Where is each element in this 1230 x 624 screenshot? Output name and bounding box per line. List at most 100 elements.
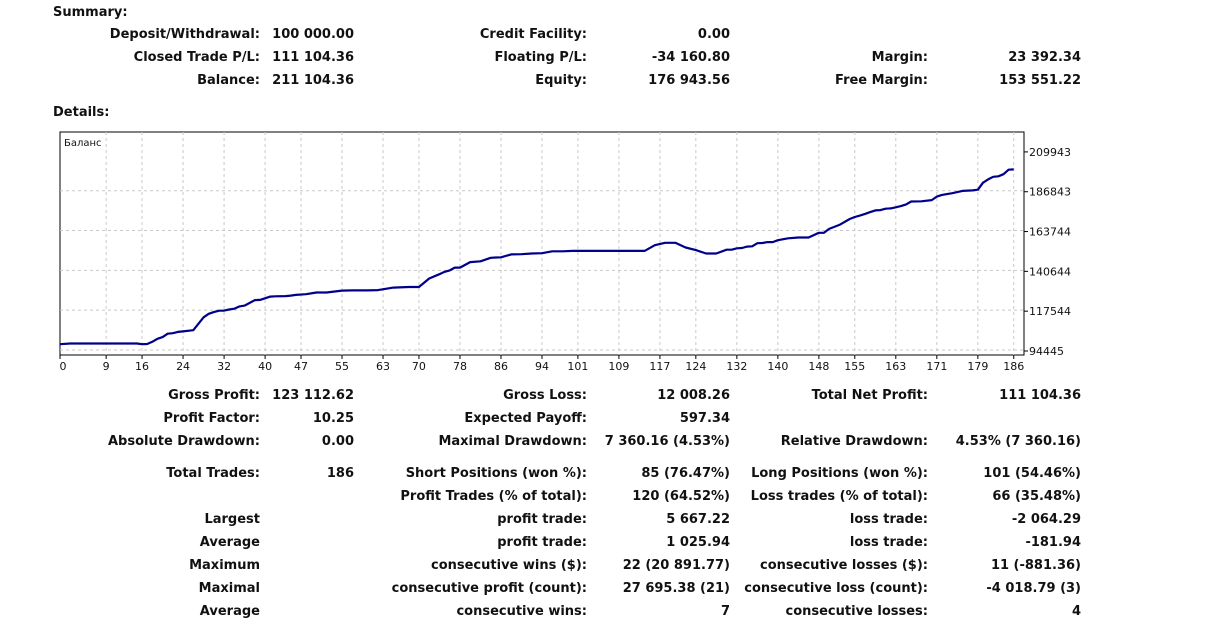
- average-profit-value: 1 025.94: [666, 535, 730, 550]
- profit-trades-value: 120 (64.52%): [632, 489, 730, 504]
- equity-value: 176 943.56: [648, 73, 730, 88]
- x-tick-label: 40: [258, 360, 272, 373]
- deposit-label: Deposit/Withdrawal:: [109, 27, 260, 42]
- x-tick-label: 132: [726, 360, 747, 373]
- avg-consec-wins-value: 7: [720, 604, 730, 619]
- maximal-consec-loss-value: -4 018.79 (3): [986, 581, 1081, 596]
- x-tick-label: 117: [649, 360, 670, 373]
- y-tick-label: 117544: [1029, 305, 1071, 318]
- x-tick-label: 32: [217, 360, 231, 373]
- x-tick-label: 0: [60, 360, 67, 373]
- average-loss-label: loss trade:: [849, 535, 928, 550]
- y-tick-label: 209943: [1029, 146, 1071, 159]
- balance-chart: Баланс 0 9 16 24 32 40 47 55 63 70 78 86 94 101 109 117…: [59, 131, 1071, 373]
- x-tick-label: 155: [844, 360, 865, 373]
- short-positions-value: 85 (76.47%): [641, 466, 730, 481]
- average-profit-label: profit trade:: [497, 535, 587, 550]
- balance-label: Balance:: [197, 73, 260, 88]
- relative-drawdown-value: 4.53% (7 360.16): [955, 434, 1081, 449]
- x-tick-label: 78: [453, 360, 467, 373]
- maximal-drawdown-label: Maximal Drawdown:: [438, 434, 587, 449]
- floating-pl-value: -34 160.80: [651, 50, 730, 65]
- expected-payoff-value: 597.34: [679, 411, 730, 426]
- maximal-label: Maximal: [198, 581, 260, 596]
- max-consec-wins-label: consecutive wins ($):: [430, 558, 587, 573]
- total-trades-value: 186: [326, 466, 354, 481]
- expected-payoff-label: Expected Payoff:: [464, 411, 587, 426]
- margin-label: Margin:: [871, 50, 928, 65]
- avg-consec-losses-label: consecutive losses:: [785, 604, 928, 619]
- credit-value: 0.00: [697, 27, 730, 42]
- margin-value: 23 392.34: [1008, 50, 1081, 65]
- y-axis-ticks: 209943 186843 163744 140644 117544 94445: [1024, 146, 1071, 358]
- chart-grid: [60, 132, 1024, 355]
- largest-profit-label: profit trade:: [497, 512, 587, 527]
- closed-pl-label: Closed Trade P/L:: [133, 50, 260, 65]
- details-title: Details:: [53, 105, 110, 120]
- long-positions-value: 101 (54.46%): [983, 466, 1081, 481]
- average-loss-value: -181.94: [1025, 535, 1081, 550]
- maximal-consec-profit-value: 27 695.38 (21): [622, 581, 730, 596]
- floating-pl-label: Floating P/L:: [494, 50, 587, 65]
- x-tick-label: 101: [567, 360, 588, 373]
- closed-pl-value: 111 104.36: [272, 50, 354, 65]
- x-tick-label: 70: [412, 360, 426, 373]
- long-positions-label: Long Positions (won %):: [751, 466, 928, 481]
- max-consec-losses-value: 11 (-881.36): [990, 558, 1081, 573]
- chart-title: Баланс: [64, 138, 102, 149]
- profit-factor-label: Profit Factor:: [163, 411, 260, 426]
- gross-profit-label: Gross Profit:: [168, 388, 260, 403]
- gross-profit-value: 123 112.62: [272, 388, 354, 403]
- x-tick-label: 9: [103, 360, 110, 373]
- x-tick-label: 55: [335, 360, 349, 373]
- total-net-profit-label: Total Net Profit:: [811, 388, 928, 403]
- maximal-drawdown-value: 7 360.16 (4.53%): [604, 434, 730, 449]
- maximum-label: Maximum: [189, 558, 260, 573]
- absolute-drawdown-value: 0.00: [321, 434, 354, 449]
- x-tick-label: 171: [926, 360, 947, 373]
- average-label: Average: [199, 535, 260, 550]
- x-tick-label: 16: [135, 360, 149, 373]
- profit-factor-value: 10.25: [312, 411, 354, 426]
- gross-loss-label: Gross Loss:: [503, 388, 587, 403]
- max-consec-wins-value: 22 (20 891.77): [622, 558, 730, 573]
- loss-trades-value: 66 (35.48%): [992, 489, 1081, 504]
- x-tick-label: 63: [376, 360, 390, 373]
- gross-loss-value: 12 008.26: [657, 388, 730, 403]
- total-net-profit-value: 111 104.36: [999, 388, 1081, 403]
- balance-series-line: [59, 168, 1014, 346]
- average2-label: Average: [199, 604, 260, 619]
- credit-label: Credit Facility:: [479, 27, 587, 42]
- x-tick-label: 47: [294, 360, 308, 373]
- y-tick-label: 186843: [1029, 186, 1071, 199]
- relative-drawdown-label: Relative Drawdown:: [780, 434, 928, 449]
- x-tick-label: 86: [494, 360, 508, 373]
- largest-label: Largest: [204, 512, 260, 527]
- x-tick-label: 186: [1003, 360, 1024, 373]
- x-tick-label: 140: [767, 360, 788, 373]
- free-margin-label: Free Margin:: [835, 73, 928, 88]
- largest-profit-value: 5 667.22: [666, 512, 730, 527]
- loss-trades-label: Loss trades (% of total):: [750, 489, 928, 504]
- deposit-value: 100 000.00: [272, 27, 354, 42]
- x-tick-label: 124: [685, 360, 706, 373]
- equity-label: Equity:: [535, 73, 587, 88]
- balance-value: 211 104.36: [272, 73, 354, 88]
- x-tick-label: 94: [535, 360, 549, 373]
- y-tick-label: 140644: [1029, 265, 1071, 278]
- avg-consec-wins-label: consecutive wins:: [456, 604, 587, 619]
- total-trades-label: Total Trades:: [166, 466, 260, 481]
- maximal-consec-profit-label: consecutive profit (count):: [391, 581, 587, 596]
- summary-title: Summary:: [53, 5, 128, 20]
- largest-loss-value: -2 064.29: [1011, 512, 1081, 527]
- y-tick-label: 163744: [1029, 226, 1071, 239]
- x-axis-ticks: 0 9 16 24 32 40 47 55 63 70 78 86 94 101 109 117 124 132 1…: [59, 355, 1024, 373]
- balance-chart-svg: Баланс 0 9 16 24 32 40 47 55 63 70 78 86 94 101 109 117…: [59, 131, 1071, 373]
- chart-frame: [59, 131, 1025, 356]
- avg-consec-losses-value: 4: [1071, 604, 1081, 619]
- x-tick-label: 179: [967, 360, 988, 373]
- profit-trades-label: Profit Trades (% of total):: [400, 489, 587, 504]
- short-positions-label: Short Positions (won %):: [405, 466, 587, 481]
- x-tick-label: 148: [808, 360, 829, 373]
- absolute-drawdown-label: Absolute Drawdown:: [108, 434, 260, 449]
